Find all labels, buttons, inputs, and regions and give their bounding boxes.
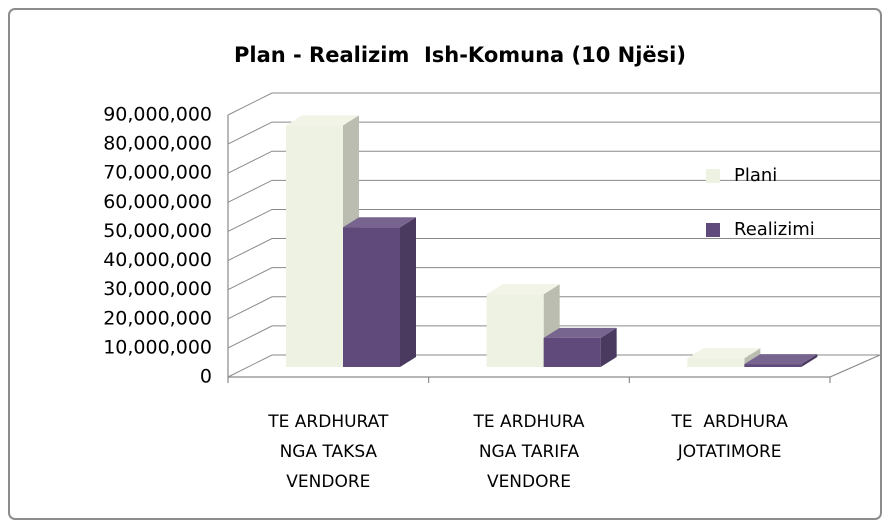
x-tick-label: TE ARDHURA NGA TARIFA VENDORE: [472, 412, 584, 492]
legend-swatch: [706, 223, 720, 237]
y-tick-label: 0: [200, 366, 212, 388]
bar-top: [744, 354, 818, 365]
bar-side: [400, 217, 416, 367]
grid-line: [227, 121, 880, 145]
bar-front: [486, 294, 544, 367]
bar-front: [286, 125, 343, 367]
y-tick-label: 60,000,000: [103, 191, 212, 213]
bar-front: [343, 227, 400, 367]
y-tick-label: 70,000,000: [103, 162, 212, 184]
bar-front: [744, 364, 802, 367]
x-tick-label: TE ARDHURA JOTATIMORE: [670, 412, 788, 462]
grid-line: [227, 179, 880, 203]
bar-top: [486, 284, 560, 295]
y-tick-label: 80,000,000: [103, 133, 212, 155]
y-tick-label: 20,000,000: [103, 307, 212, 329]
bar-top: [543, 327, 617, 338]
grid-line: [227, 296, 880, 320]
bar-top: [343, 217, 416, 228]
grid-line: [227, 208, 880, 232]
grid-line: [227, 325, 880, 349]
chart-frame: [8, 8, 882, 520]
y-tick-label: 40,000,000: [103, 249, 212, 271]
x-tick-label: TE ARDHURAT NGA TAKSA VENDORE: [267, 412, 389, 492]
grid-line: [227, 238, 880, 262]
bar-top: [286, 115, 359, 126]
bar-front: [543, 337, 601, 367]
grid-line: [227, 150, 880, 174]
legend-label: Realizimi: [734, 219, 815, 240]
bar: [543, 327, 617, 367]
bar-front: [687, 358, 745, 367]
grid-line: [227, 92, 880, 116]
legend-label: Plani: [734, 165, 777, 186]
legend-swatch: [706, 169, 720, 183]
bar: [744, 354, 818, 367]
bar-side: [801, 354, 818, 367]
y-tick-label: 50,000,000: [103, 220, 212, 242]
bar-top: [687, 348, 761, 359]
y-tick-label: 30,000,000: [103, 278, 212, 300]
bar-side: [600, 327, 617, 367]
y-tick-label: 90,000,000: [103, 104, 212, 126]
grid-line: [227, 354, 880, 378]
chart-title: Plan - Realizim Ish-Komuna (10 Njësi): [234, 43, 686, 67]
grid-line: [227, 267, 880, 291]
y-tick-label: 10,000,000: [103, 336, 212, 358]
bar: [343, 217, 416, 367]
